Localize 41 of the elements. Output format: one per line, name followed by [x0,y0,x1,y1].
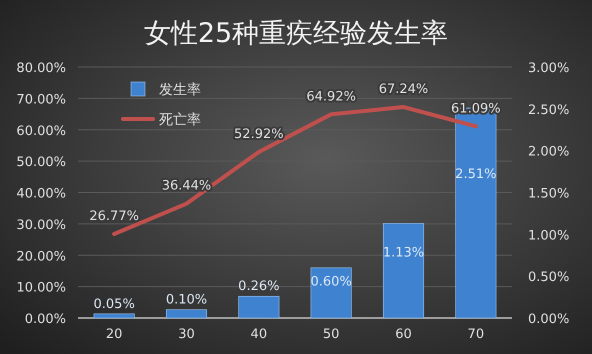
y-tick-label: 70.00% [16,92,66,108]
y-tick-label: 20.00% [16,249,66,264]
y-tick-label: 30.00% [16,218,66,233]
data-label: 0.05% [94,296,135,312]
data-label: 36.44% [162,178,212,194]
x-tick-label: 70 [468,327,484,342]
data-label: 0.60% [310,274,352,290]
y2-tick-label: 2.50% [528,102,570,118]
x-tick-label: 60 [395,327,412,342]
data-label: 1.13% [382,246,424,261]
y-tick-label: 80.00% [16,61,66,76]
y-tick-label: 0.00% [24,312,66,327]
x-tick-label: 50 [322,327,340,342]
data-label: 0.10% [166,292,208,308]
bar [94,314,135,318]
x-tick-label: 40 [250,327,268,342]
legend-label: 死亡率 [159,112,201,128]
x-tick-label: 20 [106,327,122,342]
bar [238,296,280,318]
y2-tick-label: 0.00% [528,312,570,327]
x-tick-label: 30 [178,327,195,342]
data-label: 64.92% [306,89,356,104]
y-tick-label: 50.00% [16,155,66,170]
y-tick-label: 60.00% [16,124,66,139]
y2-tick-label: 2.00% [528,144,570,160]
bar [382,223,424,318]
data-label: 0.26% [238,279,280,294]
data-label: 52.92% [234,126,284,142]
y2-tick-label: 1.00% [528,228,570,244]
y2-tick-label: 1.50% [528,186,570,202]
chart-title: 女性25种重疾经验发生率 [144,18,448,49]
y2-tick-label: 0.50% [528,270,570,286]
data-label: 26.77% [89,209,139,224]
y2-tick-label: 3.00% [528,61,570,76]
y-tick-label: 40.00% [16,186,66,202]
data-label: 2.51% [455,166,496,182]
data-label: 67.24% [378,82,428,98]
bar [166,309,208,318]
y-tick-label: 10.00% [16,280,66,296]
legend-label: 发生率 [159,82,201,98]
bar [310,268,352,318]
